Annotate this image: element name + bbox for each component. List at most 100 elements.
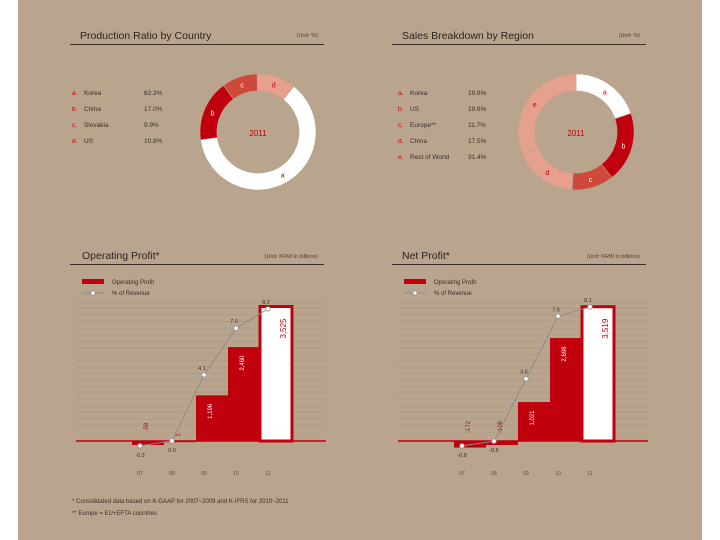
legend-value: 10.8% (144, 138, 163, 145)
donut-slice-label: a (603, 89, 607, 96)
legend-value: 31.4% (468, 154, 487, 161)
production-donut-chart: a b c d 2011 (199, 73, 317, 191)
bar-11 (580, 305, 616, 443)
line-value-label: 3.5 (520, 370, 528, 376)
donut-center-label: 2011 (567, 129, 585, 138)
donut-slice-label: d (272, 83, 276, 90)
legend-bar-swatch (404, 279, 426, 284)
production-legend-row: c. Slovakia 9.9% (72, 122, 159, 129)
donut-slice-label: c (589, 177, 593, 184)
sales-unit: (Unit: %) (618, 33, 640, 39)
bar-value-label: 2,698 (562, 346, 568, 362)
bar-value-label: 1,021 (530, 410, 536, 426)
legend-name: US (410, 106, 420, 113)
production-title-rule (70, 44, 324, 45)
x-tick-label: 10 (555, 471, 561, 477)
line-point (555, 313, 561, 319)
x-tick-label: 11 (587, 471, 592, 477)
operating-title: Operating Profit* (82, 250, 160, 262)
sales-legend-row: d. China 17.5% (398, 138, 486, 145)
sales-legend-row: a. Korea 19.8% (398, 90, 486, 97)
bar-08 (164, 440, 196, 443)
x-tick-label: 07 (137, 471, 143, 477)
x-tick-label: 07 (459, 471, 465, 477)
bar-value-label: 2,460 (240, 355, 246, 371)
annual-report-page: Production Ratio by Country (Unit: %) a.… (18, 0, 702, 540)
bar-11 (258, 304, 294, 443)
x-tick-label: 10 (233, 471, 239, 477)
sales-title: Sales Breakdown by Region (402, 30, 534, 42)
line-value-label: 7.0 (230, 319, 238, 325)
legend-value: 9.9% (144, 122, 159, 129)
legend-line-marker (90, 290, 96, 296)
bar-09 (518, 402, 550, 441)
line-point (587, 304, 593, 310)
legend-value: 17.5% (468, 138, 487, 145)
bar-07 (132, 441, 164, 445)
donut-inner-edge (534, 90, 618, 174)
legend-bar-swatch (82, 279, 104, 284)
legend-bar-label: Operating Profit (112, 280, 154, 286)
legend-name: Rest of World (410, 154, 450, 161)
donut-slice-label: d (545, 170, 549, 177)
net-title-rule (392, 264, 646, 265)
bar-value-label: 3,519 (601, 318, 610, 339)
operating-profit-chart: Operating Profit % of Revenue -58 07 1 08 1,… (76, 279, 326, 477)
sales-legend-row: c. Europe** 11.7% (398, 122, 486, 129)
x-tick-label: 08 (169, 471, 175, 477)
bar-09 (196, 395, 228, 441)
bar-value-label: 3,525 (279, 318, 288, 339)
line-value-label: 8.1 (584, 298, 592, 304)
line-value-label: -0.3 (135, 453, 144, 459)
bar-10 (550, 338, 582, 441)
production-legend-row: b. China 17.0% (72, 106, 162, 113)
legend-letter: d. (398, 138, 404, 145)
bar-value-label: -106 (498, 420, 504, 433)
bar-08 (486, 441, 518, 446)
line-value-label: -0.5 (489, 448, 498, 454)
donut-slice-e (517, 73, 577, 156)
legend-value: 62.3% (144, 90, 163, 97)
operating-title-rule (70, 264, 324, 265)
legend-name: Korea (84, 90, 102, 97)
sales-legend-row: e. Rest of World 31.4% (398, 154, 486, 161)
donut-slice-label: c (240, 83, 244, 90)
legend-value: 11.7% (468, 122, 486, 129)
bar-10 (228, 347, 260, 441)
legend-value: 19.8% (468, 90, 487, 97)
production-title: Production Ratio by Country (80, 30, 212, 42)
line-point (169, 438, 175, 444)
line-point (491, 438, 497, 444)
legend-letter: a. (398, 90, 404, 97)
legend-letter: b. (72, 106, 78, 113)
footnote-1: * Consolidated data based on K-GAAP for … (72, 499, 289, 505)
x-tick-label: 09 (523, 471, 529, 477)
bar-value-label: -58 (144, 422, 150, 431)
bar-value-label: 1 (176, 433, 182, 437)
net-title: Net Profit* (402, 250, 450, 262)
donut-slice-b (600, 113, 635, 179)
line-value-label: 7.5 (552, 307, 560, 313)
line-point (201, 372, 207, 378)
donut-slice-a (575, 73, 632, 120)
line-value-label: 0.0 (168, 448, 176, 454)
line-value-label: 4.1 (198, 366, 206, 372)
legend-name: China (84, 106, 101, 113)
donut-inner-edge (216, 90, 300, 174)
x-tick-label: 09 (201, 471, 207, 477)
legend-letter: c. (398, 122, 404, 129)
donut-slice-label: e (533, 102, 537, 109)
footnote-2: ** Europe = EU+EFTA countries (72, 511, 157, 517)
line-point (459, 443, 465, 449)
sales-donut-chart: a b c d e 2011 (517, 73, 635, 191)
line-value-label: 8.2 (262, 300, 270, 306)
line-point (265, 306, 271, 312)
legend-letter: a. (72, 90, 78, 97)
line-point (233, 325, 239, 331)
legend-name: US (84, 138, 94, 145)
production-unit: (Unit: %) (296, 33, 318, 39)
sales-title-rule (392, 44, 646, 45)
production-legend-row: d. US 10.8% (72, 138, 162, 145)
legend-letter: b. (398, 106, 404, 113)
legend-value: 19.6% (468, 106, 487, 113)
